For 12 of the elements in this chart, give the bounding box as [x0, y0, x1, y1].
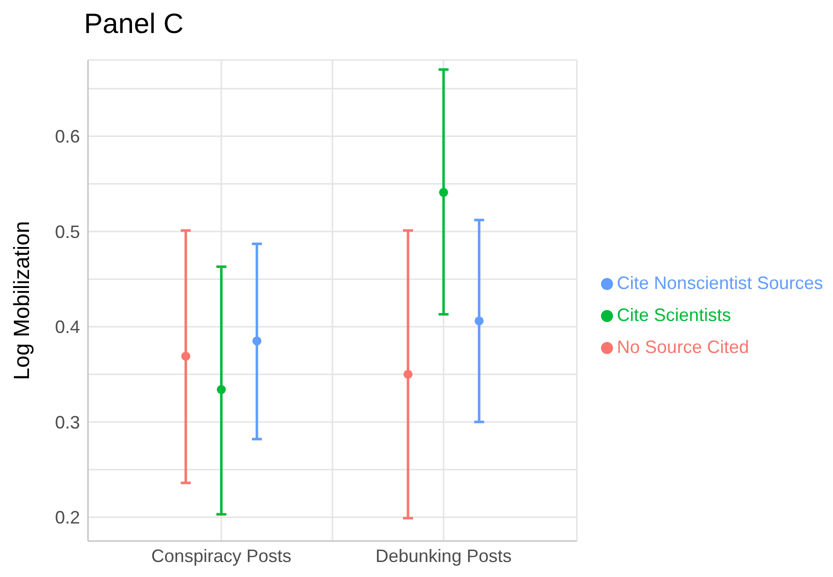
- y-tick-label: 0.6: [54, 126, 80, 147]
- y-tick-label: 0.5: [54, 222, 80, 242]
- chart-title: Panel C: [84, 8, 184, 40]
- legend-label: No Source Cited: [616, 336, 749, 356]
- y-tick-label: 0.2: [54, 508, 80, 528]
- legend-label: Cite Scientists: [616, 304, 731, 324]
- x-tick-label: Debunking Posts: [376, 546, 512, 566]
- legend-label: Cite Nonscientist Sources: [616, 272, 823, 292]
- x-tick-label: Conspiracy Posts: [151, 546, 292, 566]
- y-tick-label: 0.3: [54, 412, 80, 432]
- y-tick-label: 0.4: [54, 317, 80, 338]
- y-axis-title: Log Mobilization: [8, 221, 34, 380]
